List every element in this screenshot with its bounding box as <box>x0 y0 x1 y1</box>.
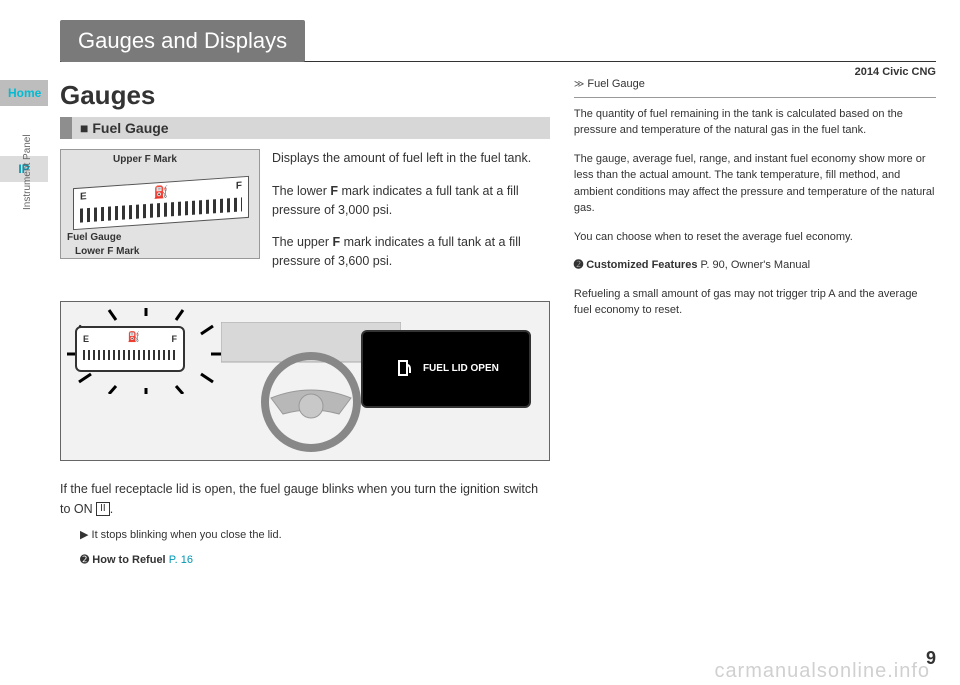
subsection-title: ■ Fuel Gauge <box>60 117 550 139</box>
home-tab[interactable]: Home <box>0 80 48 106</box>
vehicle-model: 2014 Civic CNG <box>855 66 936 78</box>
upper-f-mark-label: Upper F Mark <box>113 154 177 165</box>
mini-gauge-f: F <box>172 334 178 344</box>
mini-fuel-gauge: E F ⛽ <box>75 326 185 372</box>
gauge-para-1: Displays the amount of fuel left in the … <box>272 149 550 168</box>
side-section-label: Instrument Panel <box>22 134 33 210</box>
mini-pump-icon: ⛽ <box>128 332 140 343</box>
watermark: carmanualsonline.info <box>714 660 930 683</box>
gauge-para-3: The upper F mark indicates a full tank a… <box>272 233 550 271</box>
subsection-title-text: Fuel Gauge <box>92 120 168 136</box>
ignition-note: If the fuel receptacle lid is open, the … <box>60 479 550 519</box>
fuel-lid-open-screen: FUEL LID OPEN <box>361 330 531 408</box>
refuel-reference[interactable]: ➋ How to Refuel P. 16 <box>60 552 550 570</box>
pump-icon: ⛽ <box>154 184 169 199</box>
fuel-lid-icon <box>393 357 417 381</box>
side-note-column: Fuel Gauge The quantity of fuel remainin… <box>574 76 936 578</box>
main-column: Gauges ■ Fuel Gauge Upper F Mark E ⛽ F F… <box>60 76 550 578</box>
gauge-para-2: The lower F mark indicates a full tank a… <box>272 182 550 220</box>
fuel-gauge-diagram: Upper F Mark E ⛽ F Fuel Gauge Lower F Ma… <box>60 149 260 259</box>
fuel-gauge-label: Fuel Gauge <box>67 232 121 243</box>
page-title: Gauges <box>60 80 550 111</box>
fuel-lid-open-text: FUEL LID OPEN <box>423 363 499 374</box>
gauge-description: Displays the amount of fuel left in the … <box>272 149 550 285</box>
side-note-p2: The gauge, average fuel, range, and inst… <box>574 151 936 217</box>
customized-features-ref[interactable]: ➋ Customized Features P. 90, Owner's Man… <box>574 257 936 274</box>
bullet-stop-blinking: ▶ It stops blinking when you close the l… <box>60 527 550 545</box>
mini-gauge-e: E <box>83 334 89 344</box>
section-header-row: Gauges and Displays <box>60 20 936 62</box>
side-note-p3: You can choose when to reset the average… <box>574 229 936 246</box>
side-note-title: Fuel Gauge <box>574 76 936 93</box>
gauge-body: E ⛽ F <box>73 176 249 230</box>
side-note-p1: The quantity of fuel remaining in the ta… <box>574 106 936 139</box>
lower-f-mark-label: Lower F Mark <box>75 246 139 257</box>
gauge-f: F <box>236 180 242 191</box>
gauge-e: E <box>80 191 87 202</box>
lower-body-text: If the fuel receptacle lid is open, the … <box>60 479 550 570</box>
side-note-p4: Refueling a small amount of gas may not … <box>574 286 936 319</box>
dashboard-illustration: E F ⛽ FUEL LID OPEN <box>60 301 550 461</box>
section-title: Gauges and Displays <box>60 20 305 62</box>
ignition-position: II <box>96 502 110 516</box>
